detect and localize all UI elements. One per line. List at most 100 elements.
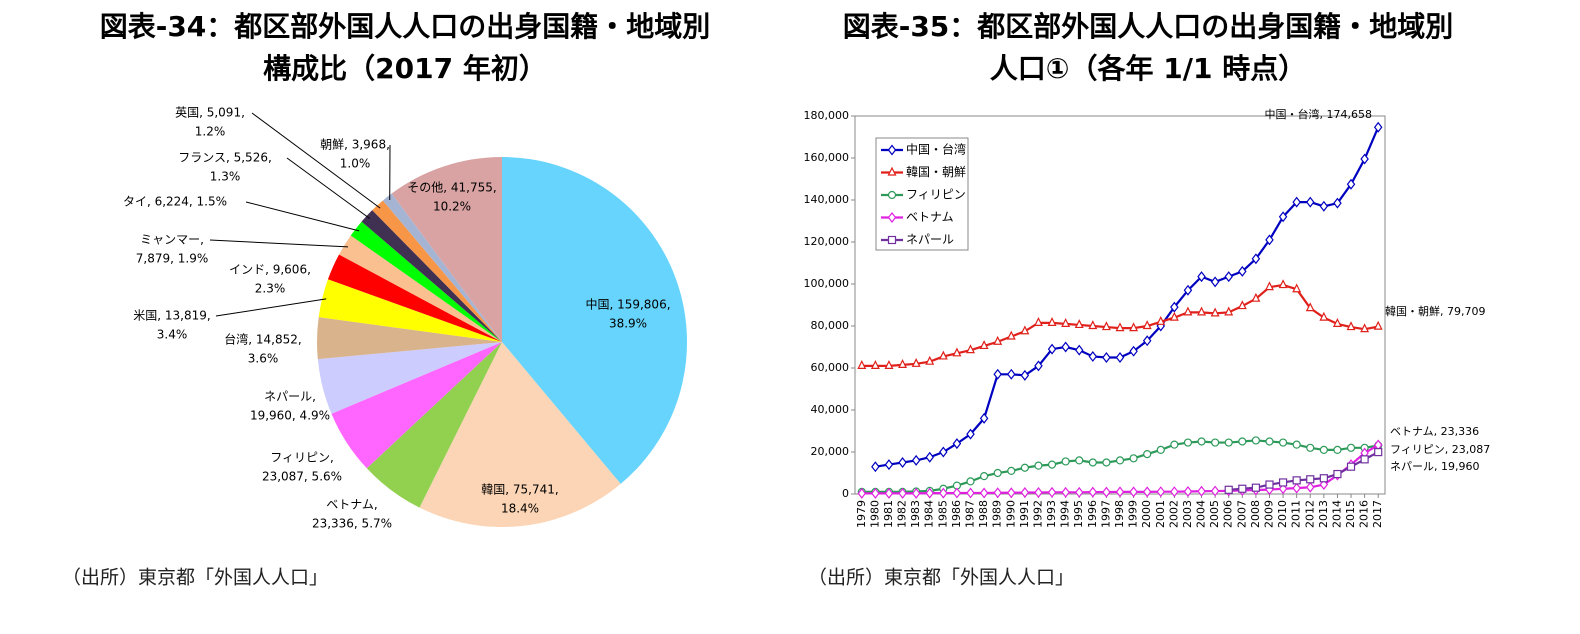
- data-point: [994, 370, 1001, 379]
- x-tick-label: 1994: [1059, 500, 1072, 528]
- data-point: [1212, 439, 1219, 446]
- data-point: [1076, 488, 1083, 497]
- data-point: [1171, 441, 1178, 448]
- data-point: [1021, 464, 1028, 471]
- x-tick-label: 1988: [977, 500, 990, 528]
- x-tick-label: 1996: [1086, 500, 1099, 528]
- data-point: [1076, 346, 1083, 355]
- data-point: [1348, 444, 1355, 451]
- source-note: （出所）東京都「外国人人口」: [808, 567, 1074, 589]
- x-tick-label: 2005: [1208, 500, 1221, 528]
- x-tick-label: 1982: [896, 500, 909, 528]
- data-point: [1062, 488, 1069, 497]
- data-label: 1.3%: [210, 170, 241, 184]
- y-tick-label: 120,000: [804, 235, 850, 248]
- data-point: [1062, 343, 1069, 352]
- data-label: 23,336, 5.7%: [312, 517, 392, 531]
- data-point: [1103, 353, 1110, 362]
- x-tick-label: 2004: [1195, 500, 1208, 528]
- x-tick-label: 1987: [964, 500, 977, 528]
- data-point: [1225, 486, 1232, 493]
- data-point: [1144, 487, 1151, 496]
- data-point: [1307, 198, 1314, 207]
- data-label: 19,960, 4.9%: [250, 409, 330, 423]
- legend-marker: [889, 192, 896, 199]
- data-point: [1307, 483, 1314, 492]
- x-tick-label: 1997: [1099, 500, 1112, 528]
- end-label: 中国・台湾, 174,658: [1265, 107, 1372, 121]
- x-tick-label: 1993: [1045, 500, 1058, 528]
- y-tick-label: 20,000: [811, 445, 850, 458]
- x-tick-label: 2017: [1371, 500, 1384, 528]
- data-label: 2.3%: [255, 282, 286, 296]
- x-tick-label: 2000: [1140, 500, 1153, 528]
- y-tick-label: 140,000: [804, 193, 850, 206]
- data-point: [1375, 449, 1382, 456]
- data-label: 38.9%: [609, 317, 647, 331]
- data-point: [1293, 441, 1300, 448]
- data-point: [1117, 487, 1124, 496]
- data-label: 10.2%: [433, 200, 471, 214]
- data-point: [1252, 484, 1259, 491]
- end-label: ベトナム, 23,336: [1390, 425, 1479, 438]
- x-tick-label: 1980: [868, 500, 881, 528]
- x-tick-label: 2007: [1235, 500, 1248, 528]
- end-label: フィリピン, 23,087: [1390, 443, 1490, 456]
- data-point: [1320, 475, 1327, 482]
- y-tick-label: 160,000: [804, 151, 850, 164]
- data-point: [1252, 437, 1259, 444]
- data-point: [1035, 462, 1042, 469]
- data-point: [953, 488, 960, 497]
- data-label: 3.4%: [157, 328, 188, 342]
- legend-marker: [889, 237, 896, 244]
- x-tick-label: 2015: [1344, 500, 1357, 528]
- data-label: その他, 41,755,: [407, 181, 496, 195]
- data-point: [926, 453, 933, 462]
- data-point: [1307, 444, 1314, 451]
- data-point: [1144, 451, 1151, 458]
- data-point: [1266, 438, 1273, 445]
- data-point: [967, 478, 974, 485]
- data-point: [940, 448, 947, 457]
- data-point: [1239, 485, 1246, 492]
- x-tick-label: 2006: [1222, 500, 1235, 528]
- data-point: [1184, 487, 1191, 496]
- data-label: 1.2%: [195, 125, 226, 139]
- x-tick-label: 1983: [909, 500, 922, 528]
- data-label: 7,879, 1.9%: [136, 252, 208, 266]
- data-point: [953, 439, 960, 448]
- legend-label: 中国・台湾: [906, 142, 966, 157]
- data-point: [899, 458, 906, 467]
- x-tick-label: 1992: [1031, 500, 1044, 528]
- data-point: [994, 488, 1001, 497]
- x-tick-label: 2002: [1167, 500, 1180, 528]
- data-point: [1334, 446, 1341, 453]
- data-point: [1021, 488, 1028, 497]
- data-label: ベトナム,: [326, 498, 377, 512]
- x-tick-label: 1984: [923, 500, 936, 528]
- data-point: [1225, 272, 1232, 281]
- data-point: [1089, 352, 1096, 361]
- x-tick-label: 1986: [950, 500, 963, 528]
- data-point: [981, 488, 988, 497]
- chart-title: 人口①（各年 1/1 時点）: [990, 52, 1306, 85]
- data-label: 米国, 13,819,: [133, 309, 210, 323]
- data-point: [1266, 481, 1273, 488]
- y-tick-label: 60,000: [811, 361, 850, 374]
- x-tick-label: 2016: [1358, 500, 1371, 528]
- data-label: 中国, 159,806,: [585, 297, 670, 312]
- data-point: [1117, 353, 1124, 362]
- data-point: [1089, 459, 1096, 466]
- data-label: 18.4%: [501, 502, 539, 516]
- leader-line: [246, 202, 359, 231]
- data-point: [1375, 322, 1382, 329]
- y-tick-label: 80,000: [811, 319, 850, 332]
- x-tick-label: 1998: [1113, 500, 1126, 528]
- data-point: [1239, 438, 1246, 445]
- end-label: 韓国・朝鮮, 79,709: [1385, 304, 1485, 318]
- x-tick-label: 2011: [1290, 500, 1303, 528]
- data-label: 朝鮮, 3,968,: [320, 138, 390, 152]
- source-note: （出所）東京都「外国人人口」: [62, 567, 328, 589]
- data-point: [967, 488, 974, 497]
